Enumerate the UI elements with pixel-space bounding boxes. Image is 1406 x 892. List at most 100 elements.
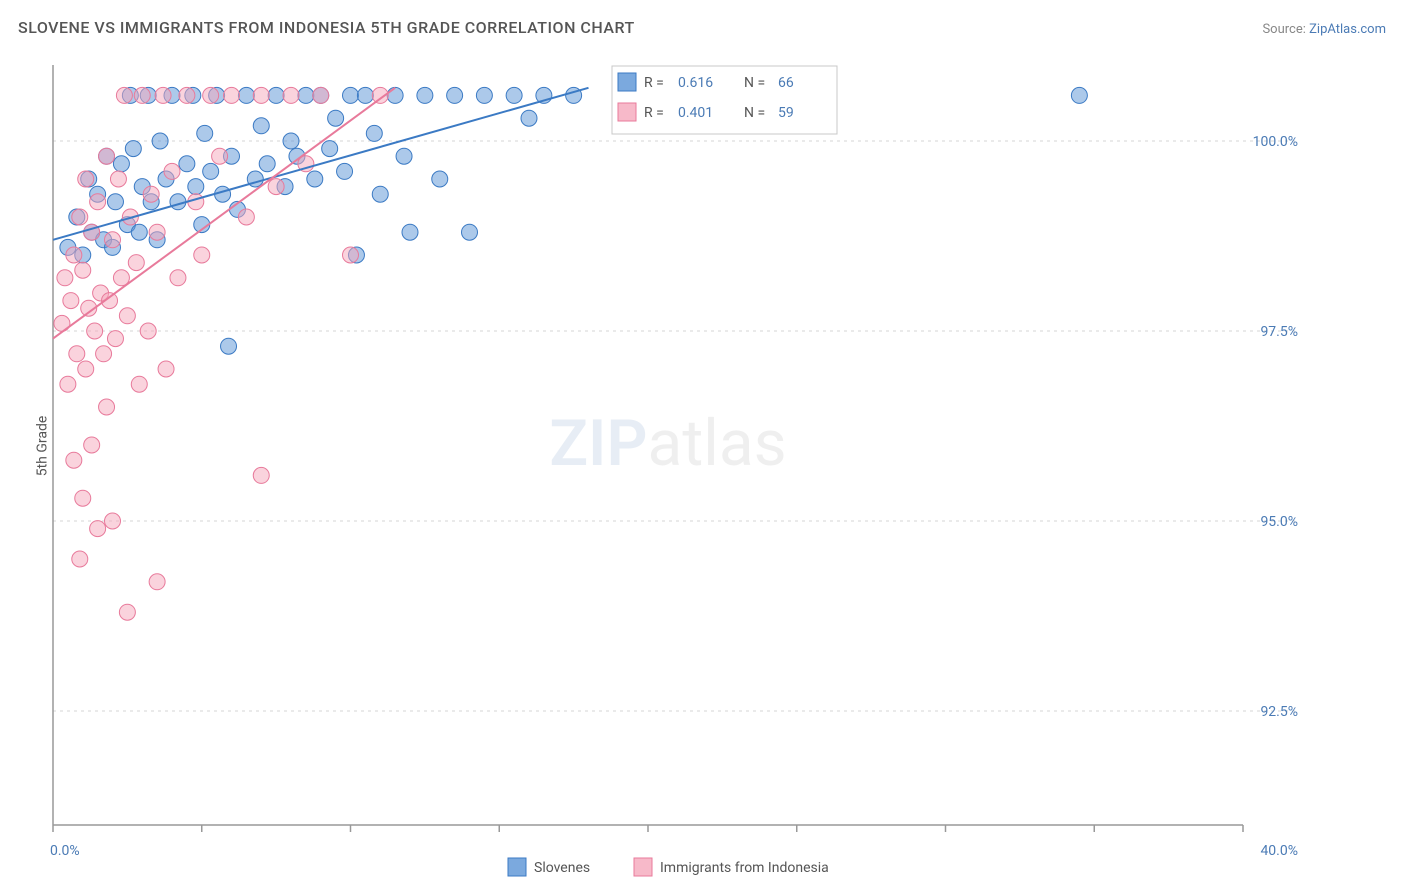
data-point xyxy=(158,361,174,377)
y-tick-label: 95.0% xyxy=(1260,514,1298,530)
data-point xyxy=(268,87,284,103)
data-point xyxy=(212,148,228,164)
data-point xyxy=(105,513,121,529)
data-point xyxy=(110,171,126,187)
data-point xyxy=(521,110,537,126)
data-point xyxy=(128,255,144,271)
trend-line xyxy=(53,88,395,339)
legend-r-value: 0.616 xyxy=(678,75,713,91)
legend-r-value: 0.401 xyxy=(678,105,713,121)
legend-n-label: N = xyxy=(744,105,765,121)
bottom-legend-swatch xyxy=(634,858,652,876)
data-point xyxy=(119,604,135,620)
data-point xyxy=(155,87,171,103)
data-point xyxy=(253,467,269,483)
data-point xyxy=(78,171,94,187)
data-point xyxy=(402,224,418,240)
data-point xyxy=(90,194,106,210)
data-point xyxy=(179,87,195,103)
bottom-legend-label: Slovenes xyxy=(534,860,590,876)
data-point xyxy=(134,87,150,103)
data-point xyxy=(432,171,448,187)
data-point xyxy=(107,331,123,347)
data-point xyxy=(140,323,156,339)
data-point xyxy=(143,186,159,202)
data-point xyxy=(387,87,403,103)
data-point xyxy=(238,209,254,225)
data-point xyxy=(164,163,180,179)
data-point xyxy=(119,308,135,324)
data-point xyxy=(75,262,91,278)
data-point xyxy=(99,148,115,164)
data-point xyxy=(357,87,373,103)
legend-swatch xyxy=(618,73,636,91)
data-point xyxy=(188,179,204,195)
data-point xyxy=(238,87,254,103)
data-point xyxy=(87,323,103,339)
data-point xyxy=(283,87,299,103)
source-label: Source: ZipAtlas.com xyxy=(1262,22,1386,37)
data-point xyxy=(447,87,463,103)
bottom-legend-label: Immigrants from Indonesia xyxy=(660,860,829,876)
chart-svg: 0.0%40.0%92.5%95.0%97.5%100.0%ZIPatlasR … xyxy=(48,60,1308,880)
data-point xyxy=(152,133,168,149)
data-point xyxy=(197,125,213,141)
chart-container: SLOVENE VS IMMIGRANTS FROM INDONESIA 5TH… xyxy=(0,0,1406,892)
data-point xyxy=(194,247,210,263)
source-prefix: Source: xyxy=(1262,22,1305,37)
data-point xyxy=(1071,87,1087,103)
data-point xyxy=(105,232,121,248)
legend-n-value: 66 xyxy=(778,75,794,91)
data-point xyxy=(69,346,85,362)
plot-area: 0.0%40.0%92.5%95.0%97.5%100.0%ZIPatlasR … xyxy=(48,60,1308,820)
data-point xyxy=(476,87,492,103)
data-point xyxy=(283,133,299,149)
source-value: ZipAtlas.com xyxy=(1309,22,1386,37)
data-point xyxy=(268,179,284,195)
data-point xyxy=(366,125,382,141)
data-point xyxy=(372,186,388,202)
data-point xyxy=(107,194,123,210)
data-point xyxy=(417,87,433,103)
data-point xyxy=(99,399,115,415)
watermark: ZIPatlas xyxy=(549,406,786,481)
data-point xyxy=(78,361,94,377)
data-point xyxy=(343,247,359,263)
data-point xyxy=(84,437,100,453)
data-point xyxy=(253,87,269,103)
data-point xyxy=(259,156,275,172)
data-point xyxy=(66,247,82,263)
data-point xyxy=(149,224,165,240)
data-point xyxy=(72,551,88,567)
data-point xyxy=(298,87,314,103)
y-tick-label: 92.5% xyxy=(1260,704,1298,720)
trend-line xyxy=(53,88,589,240)
data-point xyxy=(72,209,88,225)
data-point xyxy=(343,87,359,103)
data-point xyxy=(396,148,412,164)
y-tick-label: 100.0% xyxy=(1253,134,1298,150)
data-point xyxy=(60,376,76,392)
legend-n-value: 59 xyxy=(778,105,794,121)
data-point xyxy=(96,346,112,362)
data-point xyxy=(462,224,478,240)
legend-n-label: N = xyxy=(744,75,765,91)
legend-swatch xyxy=(618,103,636,121)
data-point xyxy=(131,224,147,240)
data-point xyxy=(149,574,165,590)
data-point xyxy=(113,156,129,172)
data-point xyxy=(179,156,195,172)
data-point xyxy=(125,141,141,157)
y-tick-label: 97.5% xyxy=(1260,324,1298,340)
bottom-legend-swatch xyxy=(508,858,526,876)
legend-r-label: R = xyxy=(644,105,664,121)
data-point xyxy=(203,163,219,179)
data-point xyxy=(57,270,73,286)
data-point xyxy=(63,293,79,309)
data-point xyxy=(307,171,323,187)
legend-r-label: R = xyxy=(644,75,664,91)
data-point xyxy=(253,118,269,134)
data-point xyxy=(328,110,344,126)
data-point xyxy=(170,270,186,286)
data-point xyxy=(116,87,132,103)
